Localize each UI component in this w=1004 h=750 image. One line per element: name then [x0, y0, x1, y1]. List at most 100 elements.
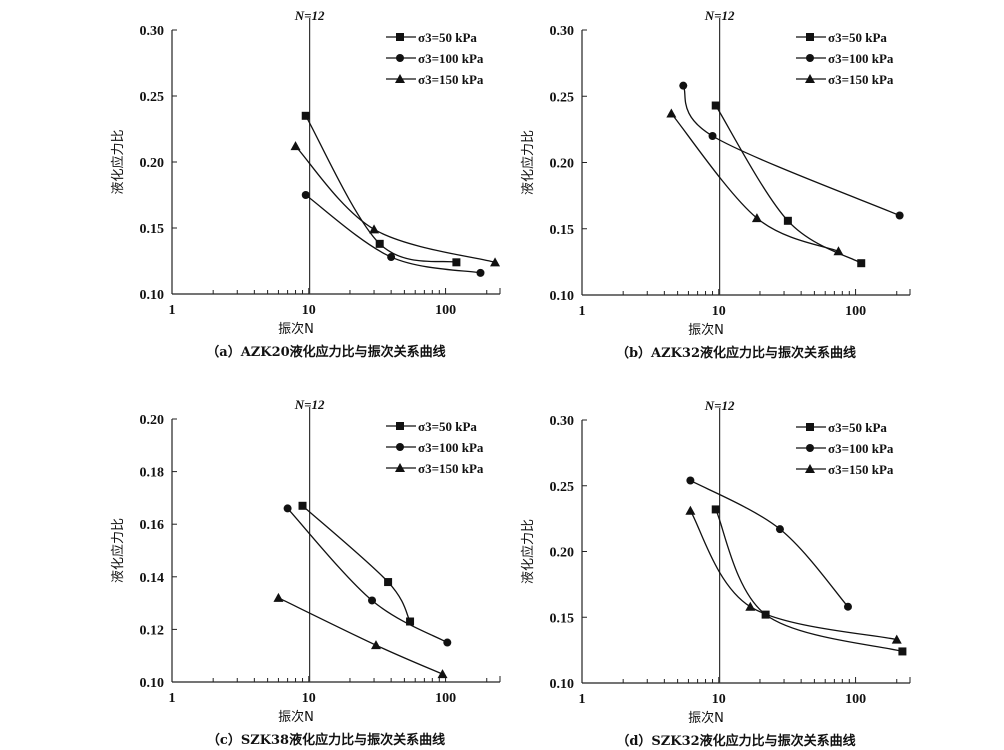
- legend-marker-circle: [396, 443, 404, 451]
- data-point-square: [298, 501, 307, 510]
- data-point-circle: [686, 476, 695, 485]
- y-tick-label: 0.10: [550, 289, 575, 304]
- y-tick-label: 0.25: [140, 90, 165, 105]
- x-tick-label: 10: [712, 304, 726, 319]
- legend-marker-square: [806, 423, 814, 431]
- series-line-triangle: [278, 597, 443, 675]
- x-tick-label: 1: [169, 303, 176, 318]
- data-point-triangle: [370, 640, 381, 650]
- y-tick-label: 0.30: [550, 414, 575, 429]
- x-axis-label: 振次N: [688, 322, 724, 338]
- data-point-triangle: [745, 601, 756, 611]
- data-point-triangle: [891, 634, 902, 644]
- series-line-circle: [690, 479, 849, 608]
- x-tick-label: 10: [302, 691, 316, 706]
- x-tick-label: 1: [169, 691, 176, 706]
- legend-marker-triangle: [395, 74, 405, 83]
- reference-line-label: N=12: [294, 397, 325, 412]
- reference-line-label: N=12: [704, 8, 735, 23]
- series-line-circle: [682, 85, 900, 217]
- data-point-circle: [368, 596, 377, 605]
- x-tick-label: 10: [712, 692, 726, 707]
- series-line-triangle: [689, 510, 897, 641]
- data-point-square: [711, 505, 720, 514]
- legend-label: σ3=150 kPa: [418, 461, 484, 476]
- x-tick-label: 10: [302, 303, 316, 318]
- data-point-circle: [301, 191, 310, 199]
- data-point-square: [384, 578, 393, 587]
- y-tick-label: 0.25: [550, 480, 575, 495]
- legend-label: σ3=50 kPa: [828, 420, 887, 435]
- data-point-square: [711, 101, 720, 110]
- legend-marker-triangle: [395, 463, 405, 472]
- data-point-triangle: [685, 505, 696, 515]
- subplot-caption: （d）SZK32液化应力比与振次关系曲线: [616, 733, 855, 749]
- data-point-circle: [895, 211, 904, 220]
- x-tick-label: 100: [435, 691, 456, 706]
- data-point-square: [375, 239, 384, 248]
- subplot-caption: （b）AZK32液化应力比与振次关系曲线: [616, 345, 856, 361]
- legend-label: σ3=100 kPa: [828, 441, 894, 456]
- reference-line-label: N=12: [704, 398, 735, 413]
- legend-label: σ3=50 kPa: [418, 419, 477, 434]
- data-point-square: [898, 647, 907, 656]
- y-axis-label: 液化应力比: [110, 518, 126, 583]
- data-point-circle: [843, 602, 852, 611]
- y-tick-label: 0.30: [140, 24, 165, 39]
- subplot-caption: （a）AZK20液化应力比与振次关系曲线: [206, 344, 445, 360]
- data-point-circle: [679, 81, 688, 90]
- x-tick-label: 100: [845, 304, 866, 319]
- y-tick-label: 0.20: [140, 156, 165, 171]
- y-tick-label: 0.12: [140, 623, 165, 638]
- y-tick-label: 0.15: [140, 222, 165, 237]
- y-tick-label: 0.20: [550, 157, 575, 172]
- legend-marker-square: [806, 33, 814, 41]
- data-point-square: [301, 111, 310, 120]
- y-tick-label: 0.14: [140, 571, 165, 586]
- series-line-square: [715, 509, 903, 653]
- y-axis-label: 液化应力比: [110, 129, 126, 194]
- data-point-square: [452, 258, 461, 267]
- data-point-circle: [443, 638, 452, 647]
- reference-line-label: N=12: [294, 8, 325, 23]
- legend-marker-triangle: [805, 74, 815, 83]
- y-tick-label: 0.10: [140, 288, 165, 303]
- data-point-triangle: [833, 246, 844, 256]
- subplot-caption: （c）SZK38液化应力比与振次关系曲线: [207, 732, 445, 748]
- y-tick-label: 0.20: [550, 546, 575, 561]
- x-axis-label: 振次N: [278, 709, 314, 725]
- data-point-triangle: [290, 141, 301, 151]
- legend-marker-circle: [806, 54, 814, 62]
- x-tick-label: 1: [579, 692, 586, 707]
- y-axis-label: 液化应力比: [520, 130, 536, 195]
- data-point-triangle: [273, 592, 284, 602]
- series-line-square: [715, 105, 862, 264]
- legend-label: σ3=50 kPa: [418, 30, 477, 45]
- data-point-circle: [476, 268, 485, 277]
- data-point-square: [406, 617, 415, 626]
- legend-marker-circle: [396, 54, 404, 62]
- data-point-square: [857, 259, 866, 268]
- data-point-triangle: [666, 108, 677, 118]
- y-tick-label: 0.10: [140, 676, 165, 691]
- series-line-triangle: [295, 145, 496, 263]
- data-point-triangle: [437, 669, 448, 679]
- x-tick-label: 100: [845, 692, 866, 707]
- legend-label: σ3=150 kPa: [828, 462, 894, 477]
- data-point-circle: [708, 132, 717, 140]
- subplot-a: 1 10 100 0.10 0.15 0.20 0.25 0.30 振次N 液化应力比 （a）AZK…: [110, 8, 501, 360]
- data-point-square: [783, 216, 792, 225]
- x-tick-label: 100: [435, 303, 456, 318]
- data-point-triangle: [751, 213, 762, 223]
- series-line-triangle: [670, 113, 839, 252]
- subplot-b: 1 10 100 0.10 0.15 0.20 0.25 0.30 振次N 液化应力比 （b）AZK…: [520, 8, 911, 361]
- x-axis-label: 振次N: [278, 321, 314, 337]
- y-tick-label: 0.18: [140, 466, 165, 481]
- y-tick-label: 0.20: [140, 413, 165, 428]
- series-line-circle: [287, 507, 448, 644]
- data-point-circle: [387, 253, 396, 262]
- x-tick-label: 1: [579, 304, 586, 319]
- data-point-circle: [775, 525, 784, 534]
